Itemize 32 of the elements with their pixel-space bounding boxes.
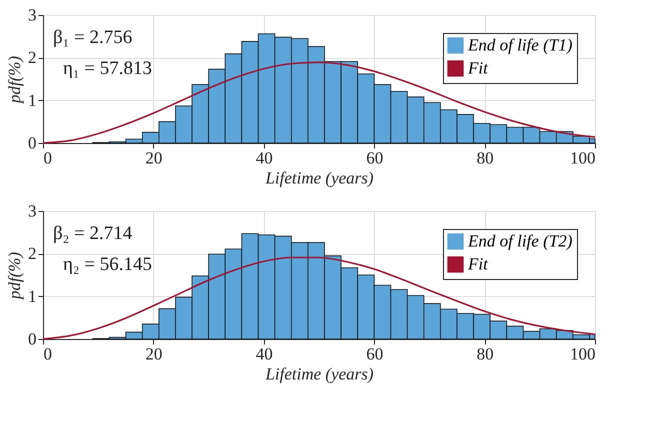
y-tick-label: 0 (28, 330, 36, 348)
x-tick-label: 0 (44, 344, 52, 364)
annotation: η₁ = 57.813 (63, 58, 152, 79)
y-tick-label: 1 (28, 286, 36, 306)
x-axis-title: Lifetime (years) (264, 168, 374, 188)
x-axis-title: Lifetime (years) (264, 364, 374, 384)
y-tick-label: 2 (28, 244, 36, 264)
x-tick-label: 0 (44, 148, 52, 168)
x-tick-label: 40 (256, 148, 273, 168)
x-tick-label: 40 (256, 344, 273, 364)
y-axis-title: pdf(%) (5, 252, 24, 300)
annotation: η₂ = 56.145 (63, 254, 152, 275)
y-tick-label: 0 (28, 134, 36, 152)
x-tick-label: 80 (476, 344, 494, 364)
y-axis-title: pdf(%) (5, 56, 24, 104)
x-tick-label: 60 (366, 148, 384, 168)
legend-label: Fit (467, 58, 490, 78)
x-tick-label: 20 (145, 344, 162, 364)
y-tick-label: 2 (28, 48, 36, 68)
x-tick-label: 100 (570, 148, 596, 168)
y-tick-label: 1 (28, 90, 36, 110)
legend-label: End of life (T1) (467, 36, 573, 54)
legend-label: Fit (467, 254, 490, 274)
y-tick-label: 3 (28, 202, 36, 220)
x-tick-label: 60 (366, 344, 384, 364)
annotation: β₂ = 2.714 (53, 223, 133, 244)
y-tick-label: 3 (28, 6, 36, 24)
annotation: β₁ = 2.756 (53, 27, 132, 48)
x-tick-label: 100 (570, 344, 596, 364)
legend-label: End of life (T2) (467, 232, 573, 250)
x-tick-label: 20 (145, 148, 162, 168)
x-tick-label: 80 (476, 148, 494, 168)
